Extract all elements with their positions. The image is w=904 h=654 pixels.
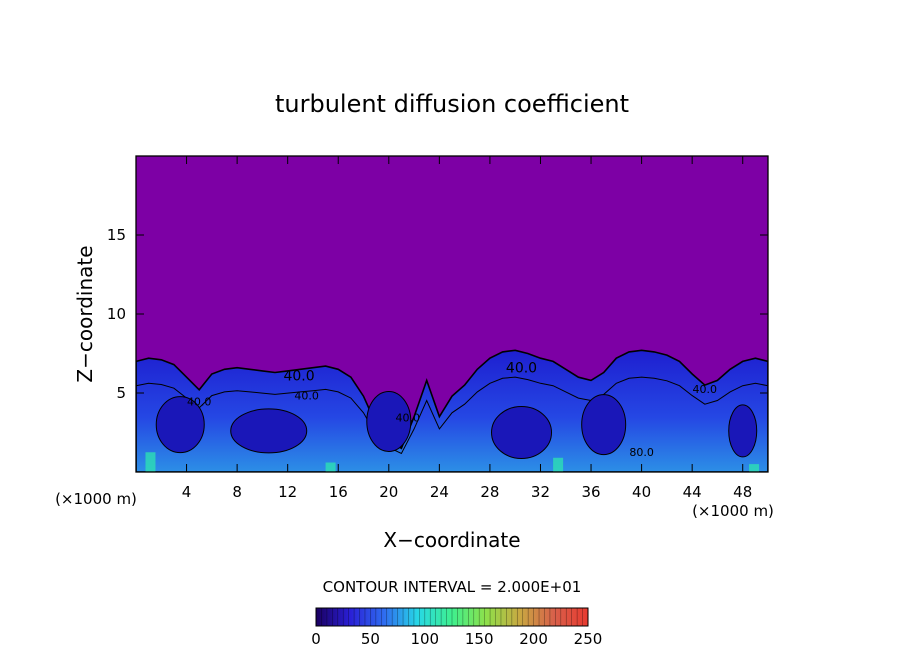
eddy-core [581, 394, 627, 456]
x-tick-label: 24 [430, 483, 449, 501]
contour-labels: 40.0 40.0 40.0 80.0 40.0 40.0 40.0 [187, 360, 717, 459]
colorbar-tick-label: 150 [465, 630, 494, 648]
x-tick-label: 8 [232, 483, 242, 501]
plot-area: 40.0 40.0 40.0 80.0 40.0 40.0 40.0 [136, 156, 768, 472]
colorbar-fill [316, 608, 588, 626]
x-tick-label: 28 [480, 483, 499, 501]
contour-line [136, 376, 768, 455]
contour-label: 40.0 [396, 411, 421, 424]
x-axis-unit-right: (×1000 m) [692, 502, 774, 520]
colorbar: 0 50 100 150 200 250 [311, 607, 602, 648]
high-value-streak [553, 457, 564, 472]
x-axis-unit-left: (×1000 m) [55, 490, 137, 508]
chart-title: turbulent diffusion coefficient [275, 90, 629, 118]
x-axis-ticks: 4 8 12 16 20 24 28 32 36 40 44 48 [182, 156, 752, 501]
high-value-streak [749, 464, 760, 472]
contour-interval-text: CONTOUR INTERVAL = 2.000E+01 [323, 578, 582, 596]
colorbar-tick-label: 0 [311, 630, 321, 648]
contour-label: 80.0 [629, 446, 654, 459]
eddy-core [491, 406, 553, 459]
x-tick-label: 48 [733, 483, 752, 501]
high-value-streak [145, 452, 156, 472]
eddy-cores [145, 390, 760, 472]
colorbar-frame [315, 607, 589, 627]
eddy-core [230, 408, 308, 454]
y-tick-label: 15 [107, 226, 126, 244]
y-tick-label: 5 [116, 384, 126, 402]
x-axis-label: X−coordinate [383, 528, 520, 552]
contour-label: 40.0 [506, 360, 537, 376]
colorbar-tick-labels: 0 50 100 150 200 250 [311, 630, 602, 648]
contour-label: 40.0 [283, 368, 314, 384]
x-tick-label: 32 [531, 483, 550, 501]
eddy-core [728, 404, 758, 458]
x-tick-label: 4 [182, 483, 192, 501]
contour-label: 40.0 [187, 396, 212, 409]
x-tick-label: 12 [278, 483, 297, 501]
y-axis-label: Z−coordinate [73, 245, 97, 382]
colorbar-tick-label: 50 [361, 630, 380, 648]
y-tick-label: 10 [107, 305, 126, 323]
contour-label: 40.0 [693, 383, 718, 396]
eddy-core [155, 396, 205, 454]
contour-label: 40.0 [294, 389, 319, 402]
x-tick-label: 36 [581, 483, 600, 501]
high-value-streak [325, 462, 336, 472]
colorbar-tick-label: 100 [410, 630, 439, 648]
x-tick-label: 44 [683, 483, 702, 501]
eddy-core [366, 390, 412, 452]
x-tick-label: 20 [379, 483, 398, 501]
x-tick-label: 16 [329, 483, 348, 501]
y-axis-ticks: 5 10 15 [107, 226, 768, 402]
colorbar-tick-label: 200 [519, 630, 548, 648]
colorbar-tick-label: 250 [574, 630, 603, 648]
x-tick-label: 40 [632, 483, 651, 501]
